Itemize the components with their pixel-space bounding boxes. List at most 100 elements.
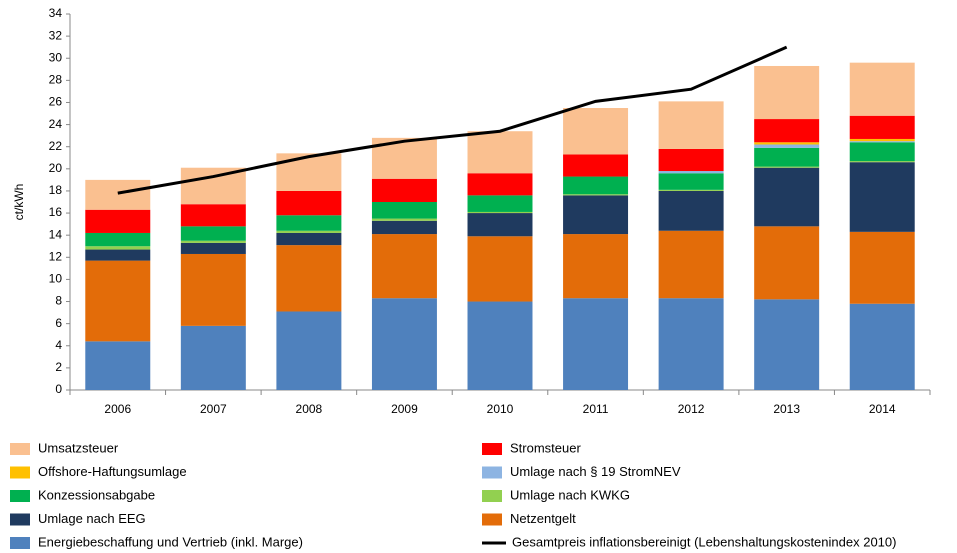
legend-label: Energiebeschaffung und Vertrieb (inkl. M…: [38, 534, 303, 549]
bar-segment: [849, 62, 915, 116]
legend-label: Stromsteuer: [510, 440, 581, 455]
legend-label: Konzessionsabgabe: [38, 487, 155, 502]
legend-label: Umlage nach § 19 StromNEV: [510, 464, 681, 479]
x-tick-label: 2013: [773, 402, 800, 416]
bar-segment: [754, 65, 820, 120]
price-line: [117, 45, 788, 195]
bar-segment: [276, 245, 342, 312]
legend-label: Umlage nach EEG: [38, 511, 146, 526]
bar-segment: [849, 303, 915, 390]
bar-segment: [467, 301, 533, 390]
x-tick-label: 2006: [104, 402, 131, 416]
legend-swatch: [482, 513, 502, 526]
legend-label: Netzentgelt: [510, 511, 576, 526]
x-tick-label: 2008: [296, 402, 323, 416]
bar-segment: [276, 153, 342, 191]
y-tick-label: 14: [49, 227, 63, 241]
y-tick-label: 22: [49, 139, 63, 153]
y-tick-label: 4: [55, 338, 62, 352]
bar-segment: [467, 213, 533, 237]
y-tick-label: 12: [49, 249, 63, 263]
bar-segment: [180, 167, 246, 205]
bar-segment: [658, 171, 724, 174]
bar-segment: [754, 119, 820, 143]
legend-swatch: [10, 513, 30, 526]
legend-label: Umsatzsteuer: [38, 440, 119, 455]
bar-segment: [754, 144, 820, 148]
bar-segment: [849, 162, 915, 232]
bar-segment: [658, 101, 724, 149]
legend-swatch: [482, 490, 502, 502]
bar-segment: [754, 142, 820, 145]
bar-segment: [85, 246, 151, 250]
bar-segment: [658, 298, 724, 390]
y-tick-label: 24: [49, 117, 63, 131]
bar-segment: [563, 298, 629, 390]
legend-swatch: [10, 490, 30, 502]
bar-segment: [849, 115, 915, 139]
legend-swatch: [10, 443, 30, 455]
bar-segment: [563, 176, 629, 195]
bar-segment: [276, 311, 342, 390]
y-tick-label: 18: [49, 183, 63, 197]
bar-segment: [658, 190, 724, 231]
legend-swatch: [482, 443, 502, 455]
y-tick-label: 26: [49, 95, 63, 109]
bar-segment: [276, 215, 342, 231]
bar-segment: [180, 204, 246, 227]
bar-segment: [85, 341, 151, 390]
bar-segment: [371, 178, 437, 202]
bar-segment: [180, 240, 246, 243]
bar-segment: [754, 166, 820, 168]
bar-segment: [85, 179, 151, 210]
y-tick-label: 0: [55, 382, 62, 396]
x-tick-label: 2014: [869, 402, 896, 416]
bar-segment: [849, 231, 915, 304]
y-tick-label: 28: [49, 73, 63, 87]
bar-segment: [276, 190, 342, 216]
legend-swatch: [10, 466, 30, 479]
bar-segment: [371, 220, 437, 235]
bar-segment: [658, 189, 724, 191]
y-tick-label: 32: [49, 28, 63, 42]
bar-segment: [849, 138, 915, 142]
bar-segment: [467, 211, 533, 214]
bar-segment: [467, 195, 533, 212]
legend-label: Gesamtpreis inflationsbereinigt (Lebensh…: [512, 534, 896, 549]
y-axis-label: ct/kWh: [12, 184, 26, 221]
bar-segment: [563, 108, 629, 155]
bar-segment: [85, 249, 151, 261]
legend-label: Umlage nach KWKG: [510, 487, 630, 502]
y-tick-label: 2: [55, 360, 62, 374]
bar-segment: [371, 202, 437, 219]
bar-segment: [849, 142, 915, 162]
y-tick-label: 20: [49, 161, 63, 175]
bar-segment: [180, 253, 246, 326]
bar-segment: [658, 173, 724, 190]
bar-segment: [85, 209, 151, 233]
bar-segment: [276, 232, 342, 246]
bar-segment: [563, 154, 629, 177]
y-tick-label: 10: [49, 272, 63, 286]
bar-segment: [658, 148, 724, 172]
y-tick-label: 34: [49, 6, 63, 20]
bar-segment: [371, 234, 437, 299]
bar-segment: [85, 260, 151, 342]
x-tick-label: 2007: [200, 402, 227, 416]
bar-segment: [563, 195, 629, 235]
x-tick-label: 2011: [583, 402, 609, 416]
bar-segment: [754, 167, 820, 227]
bar-segment: [467, 173, 533, 196]
bar-segment: [849, 141, 915, 143]
bar-segment: [180, 325, 246, 390]
x-tick-label: 2012: [678, 402, 705, 416]
x-tick-label: 2009: [391, 402, 418, 416]
y-tick-label: 6: [55, 316, 62, 330]
bar-segment: [658, 230, 724, 299]
bar-segment: [467, 236, 533, 302]
bar-segment: [754, 299, 820, 390]
bar-segment: [467, 131, 533, 174]
legend: Energiebeschaffung und Vertrieb (inkl. M…: [10, 440, 896, 549]
bar-segment: [563, 194, 629, 196]
